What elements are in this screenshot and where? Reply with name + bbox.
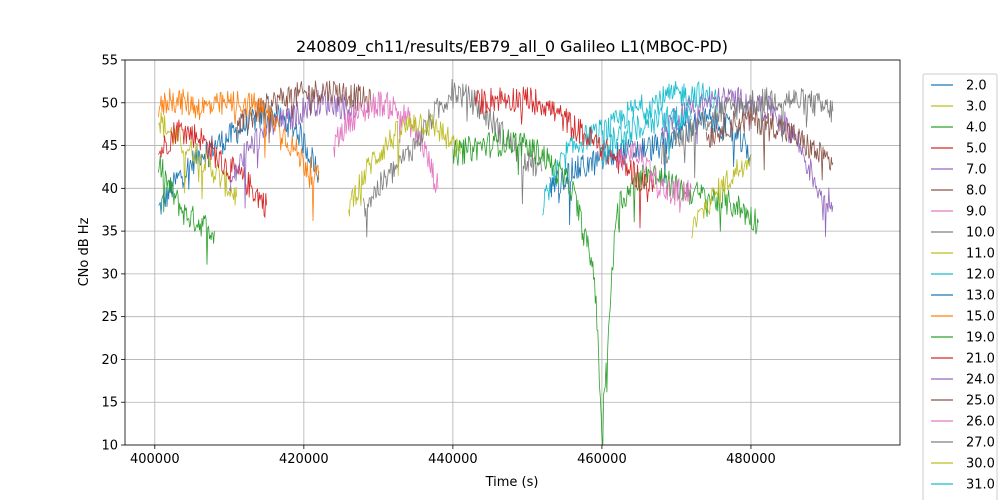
x-tick-label: 400000: [130, 452, 180, 467]
series-line-24-0: [661, 87, 834, 237]
axes-layer: 400000 420000 440000 460000 480000 10 15 20 25 30…: [101, 54, 901, 467]
legend-label: 4.0: [966, 121, 987, 136]
series-line-13-0: [549, 108, 752, 226]
x-tick-label: 440000: [428, 452, 478, 467]
legend-label: 30.0: [966, 457, 995, 472]
x-tick-label: 480000: [726, 452, 776, 467]
series-line-27-0: [661, 87, 834, 179]
legend-label: 9.0: [966, 205, 987, 220]
series-line-31-0: [601, 105, 692, 167]
series-line-25-0: [705, 106, 834, 181]
legend-frame: [922, 73, 998, 500]
legend-label: 8.0: [966, 184, 987, 199]
y-tick-label: 25: [101, 310, 118, 325]
y-tick-label: 30: [101, 267, 118, 282]
series-line-7-0: [228, 89, 357, 209]
series-line-11-0: [348, 113, 461, 217]
legend-label: 10.0: [966, 226, 995, 241]
x-tick-label: 420000: [279, 452, 329, 467]
legend: 2.0 3.0 4.0 5.0 7.0 8.0 9.0 10.0 11.0 12.0 13.0 15.…: [922, 73, 998, 500]
y-tick-label: 45: [101, 139, 118, 154]
legend-label: 3.0: [966, 100, 987, 115]
y-tick-label: 35: [101, 225, 118, 240]
series-line-12-0: [542, 80, 722, 216]
legend-label: 12.0: [966, 268, 995, 283]
legend-label: 15.0: [966, 310, 995, 325]
legend-label: 24.0: [966, 373, 995, 388]
legend-label: 26.0: [966, 415, 995, 430]
series-line-15-0: [158, 88, 320, 222]
plot-frame: [124, 59, 901, 446]
y-tick-label: 20: [101, 353, 118, 368]
y-tick-label: 10: [101, 439, 118, 454]
legend-label: 5.0: [966, 142, 987, 157]
legend-label: 13.0: [966, 289, 995, 304]
series-layer: [158, 79, 834, 445]
series-line-5-0: [158, 119, 267, 219]
y-tick-label: 15: [101, 396, 118, 411]
series-line-4-0: [158, 155, 215, 265]
legend-label: 21.0: [966, 352, 995, 367]
y-tick-label: 55: [101, 54, 118, 69]
y-axis-label: CNo dB Hz: [77, 217, 92, 286]
y-tick-label: 50: [101, 96, 118, 111]
x-tick-label: 460000: [577, 452, 627, 467]
legend-label: 27.0: [966, 436, 995, 451]
legend-label: 25.0: [966, 394, 995, 409]
series-line-30-0: [690, 154, 752, 239]
legend-label: 2.0: [966, 79, 987, 94]
series-line-19-0: [452, 129, 759, 445]
legend-label: 7.0: [966, 163, 987, 178]
legend-label: 31.0: [966, 478, 995, 493]
legend-label: 19.0: [966, 331, 995, 346]
series-line-8-0: [236, 80, 372, 144]
chart-title: 240809_ch11/results/EB79_all_0 Galileo L…: [296, 37, 728, 57]
y-tick-label: 40: [101, 182, 118, 197]
series-line-26-0: [616, 141, 692, 213]
x-axis-label: Time (s): [485, 475, 539, 490]
series-line-9-0: [333, 91, 439, 193]
legend-label: 11.0: [966, 247, 995, 262]
